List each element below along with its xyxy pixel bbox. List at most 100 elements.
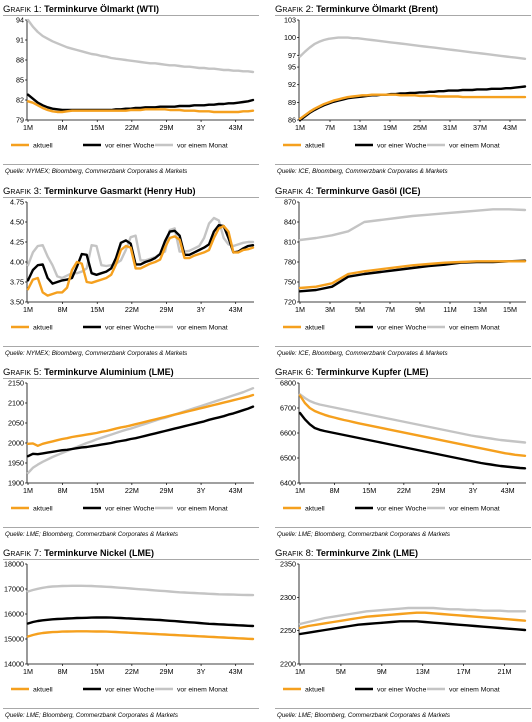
x-tick-label: 9M — [377, 667, 387, 676]
title-divider — [275, 15, 531, 16]
source-note: Quelle: NYMEX; Bloomberg, Commerzbank Co… — [5, 350, 188, 357]
x-tick-label: 5M — [336, 667, 346, 676]
line-chart: 1900 1950 2000 2050 2100 2150 1M 8M 15M 22M 29M 3Y 4… — [8, 379, 255, 513]
legend-label-aktuell: aktuell — [33, 687, 53, 694]
x-tick-label: 7M — [385, 305, 395, 314]
x-tick-label: 5M — [355, 305, 365, 314]
y-tick-label: 92 — [288, 80, 296, 89]
y-tick-label: 1950 — [8, 459, 24, 468]
x-tick-label: 21M — [498, 667, 512, 676]
title-divider — [275, 197, 531, 198]
series-line-vor-einer-woche — [298, 411, 527, 470]
source-note: Quelle: LME; Bloomberg, Commerzbank Corp… — [5, 531, 178, 538]
y-tick-label: 750 — [284, 278, 296, 287]
y-tick-label: 4.00 — [10, 258, 24, 267]
x-tick-label: 22M — [125, 486, 139, 495]
x-tick-label: 15M — [503, 305, 517, 314]
x-tick-label: 13M — [353, 123, 367, 132]
x-tick-label: 13M — [416, 667, 430, 676]
chart-panel-5: Grafik 5: Terminkurve Aluminium (LME) Que… — [3, 363, 259, 541]
line-chart: 3.50 3.75 4.00 4.25 4.50 4.75 1M 8M 15M 22M 29M 3Y 4… — [10, 198, 255, 332]
title-divider — [275, 378, 531, 379]
x-tick-label: 22M — [125, 305, 139, 314]
legend: aktuell vor einer Woche vor einem Monat — [283, 325, 500, 332]
series-line-aktuell — [26, 100, 255, 114]
source-divider — [3, 527, 259, 528]
x-tick-label: 29M — [159, 486, 173, 495]
series-line-aktuell — [298, 93, 527, 121]
legend-label-aktuell: aktuell — [33, 325, 53, 332]
legend: aktuell vor einer Woche vor einem Monat — [11, 325, 228, 332]
chart-panel-8: Grafik 8: Terminkurve Zink (LME) Quelle: … — [275, 544, 531, 722]
y-tick-label: 6400 — [280, 479, 296, 488]
y-tick-label: 4.25 — [10, 238, 24, 247]
legend-label-aktuell: aktuell — [33, 143, 53, 150]
series-line-vor-einer-woche — [26, 93, 255, 112]
x-tick-label: 22M — [397, 486, 411, 495]
y-tick-label: 103 — [284, 16, 296, 25]
x-tick-label: 8M — [58, 486, 68, 495]
chart-title-prefix: Grafik 1: — [3, 4, 42, 15]
series-line-vor-einer-woche — [298, 620, 527, 636]
chart-panel-7: Grafik 7: Terminkurve Nickel (LME) Quelle… — [3, 544, 259, 722]
y-tick-label: 6700 — [280, 404, 296, 413]
legend-label-vor-einem-monat: vor einem Monat — [177, 687, 228, 694]
legend-label-aktuell: aktuell — [305, 506, 325, 513]
y-tick-label: 2300 — [280, 593, 296, 602]
chart-title-prefix: Grafik 5: — [3, 367, 42, 378]
source-note: Quelle: ICE, Bloomberg, Commerzbank Corp… — [277, 168, 448, 175]
x-tick-label: 1M — [23, 305, 33, 314]
x-tick-label: 1M — [23, 123, 33, 132]
chart-title-text: Terminkurve Nickel (LME) — [44, 548, 154, 558]
chart-title-text: Terminkurve Aluminium (LME) — [44, 367, 174, 377]
x-tick-label: 43M — [229, 305, 243, 314]
y-tick-label: 100 — [284, 33, 296, 42]
legend-label-vor-einer-woche: vor einer Woche — [105, 506, 155, 513]
x-tick-label: 8M — [58, 667, 68, 676]
x-tick-label: 8M — [58, 123, 68, 132]
x-tick-label: 29M — [159, 667, 173, 676]
legend-label-aktuell: aktuell — [305, 325, 325, 332]
x-tick-label: 43M — [229, 123, 243, 132]
x-tick-label: 15M — [90, 486, 104, 495]
x-tick-label: 3M — [325, 305, 335, 314]
y-tick-label: 870 — [284, 198, 296, 207]
chart-title: Grafik 8: Terminkurve Zink (LME) — [275, 548, 418, 559]
chart-panel-6: Grafik 6: Terminkurve Kupfer (LME) Quelle… — [275, 363, 531, 541]
x-tick-label: 1M — [23, 667, 33, 676]
x-tick-label: 15M — [90, 305, 104, 314]
legend: aktuell vor einer Woche vor einem Monat — [11, 143, 228, 150]
y-tick-label: 18000 — [4, 560, 24, 569]
series-line-vor-einem-monat — [298, 208, 527, 242]
title-divider — [275, 559, 531, 560]
y-tick-label: 79 — [16, 116, 24, 125]
chart-panel-3: Grafik 3: Terminkurve Gasmarkt (Henry Hu… — [3, 182, 259, 360]
y-tick-label: 2150 — [8, 379, 24, 388]
legend-label-vor-einem-monat: vor einem Monat — [177, 143, 228, 150]
chart-panel-4: Grafik 4: Terminkurve Gasöl (ICE) Quelle:… — [275, 182, 531, 360]
chart-title-prefix: Grafik 7: — [3, 548, 42, 559]
chart-title-text: Terminkurve Kupfer (LME) — [316, 367, 429, 377]
legend-label-aktuell: aktuell — [33, 506, 53, 513]
y-tick-label: 6600 — [280, 429, 296, 438]
y-tick-label: 2350 — [280, 560, 296, 569]
series-line-vor-einer-woche — [26, 616, 255, 628]
chart-title: Grafik 1: Terminkurve Ölmarkt (WTI) — [3, 4, 159, 15]
legend-label-vor-einer-woche: vor einer Woche — [105, 687, 155, 694]
x-tick-label: 22M — [125, 123, 139, 132]
legend-label-vor-einem-monat: vor einem Monat — [449, 325, 500, 332]
chart-title-text: Terminkurve Zink (LME) — [316, 548, 418, 558]
legend-label-vor-einem-monat: vor einem Monat — [177, 506, 228, 513]
line-chart: 2200 2250 2300 2350 1M 5M 9M 13M 17M 21M aktuell vo… — [280, 560, 527, 694]
series-line-vor-einer-woche — [298, 85, 527, 122]
legend-label-vor-einer-woche: vor einer Woche — [377, 506, 427, 513]
y-tick-label: 2200 — [280, 660, 296, 669]
chart-title-prefix: Grafik 4: — [275, 186, 314, 197]
series-line-vor-einem-monat — [298, 36, 527, 60]
chart-title-prefix: Grafik 3: — [3, 186, 42, 197]
legend: aktuell vor einer Woche vor einem Monat — [11, 506, 228, 513]
chart-title-prefix: Grafik 2: — [275, 4, 314, 15]
series-line-vor-einem-monat — [298, 606, 527, 626]
source-divider — [275, 708, 531, 709]
source-note: Quelle: NYMEX; Bloomberg, Commerzbank Co… — [5, 168, 188, 175]
